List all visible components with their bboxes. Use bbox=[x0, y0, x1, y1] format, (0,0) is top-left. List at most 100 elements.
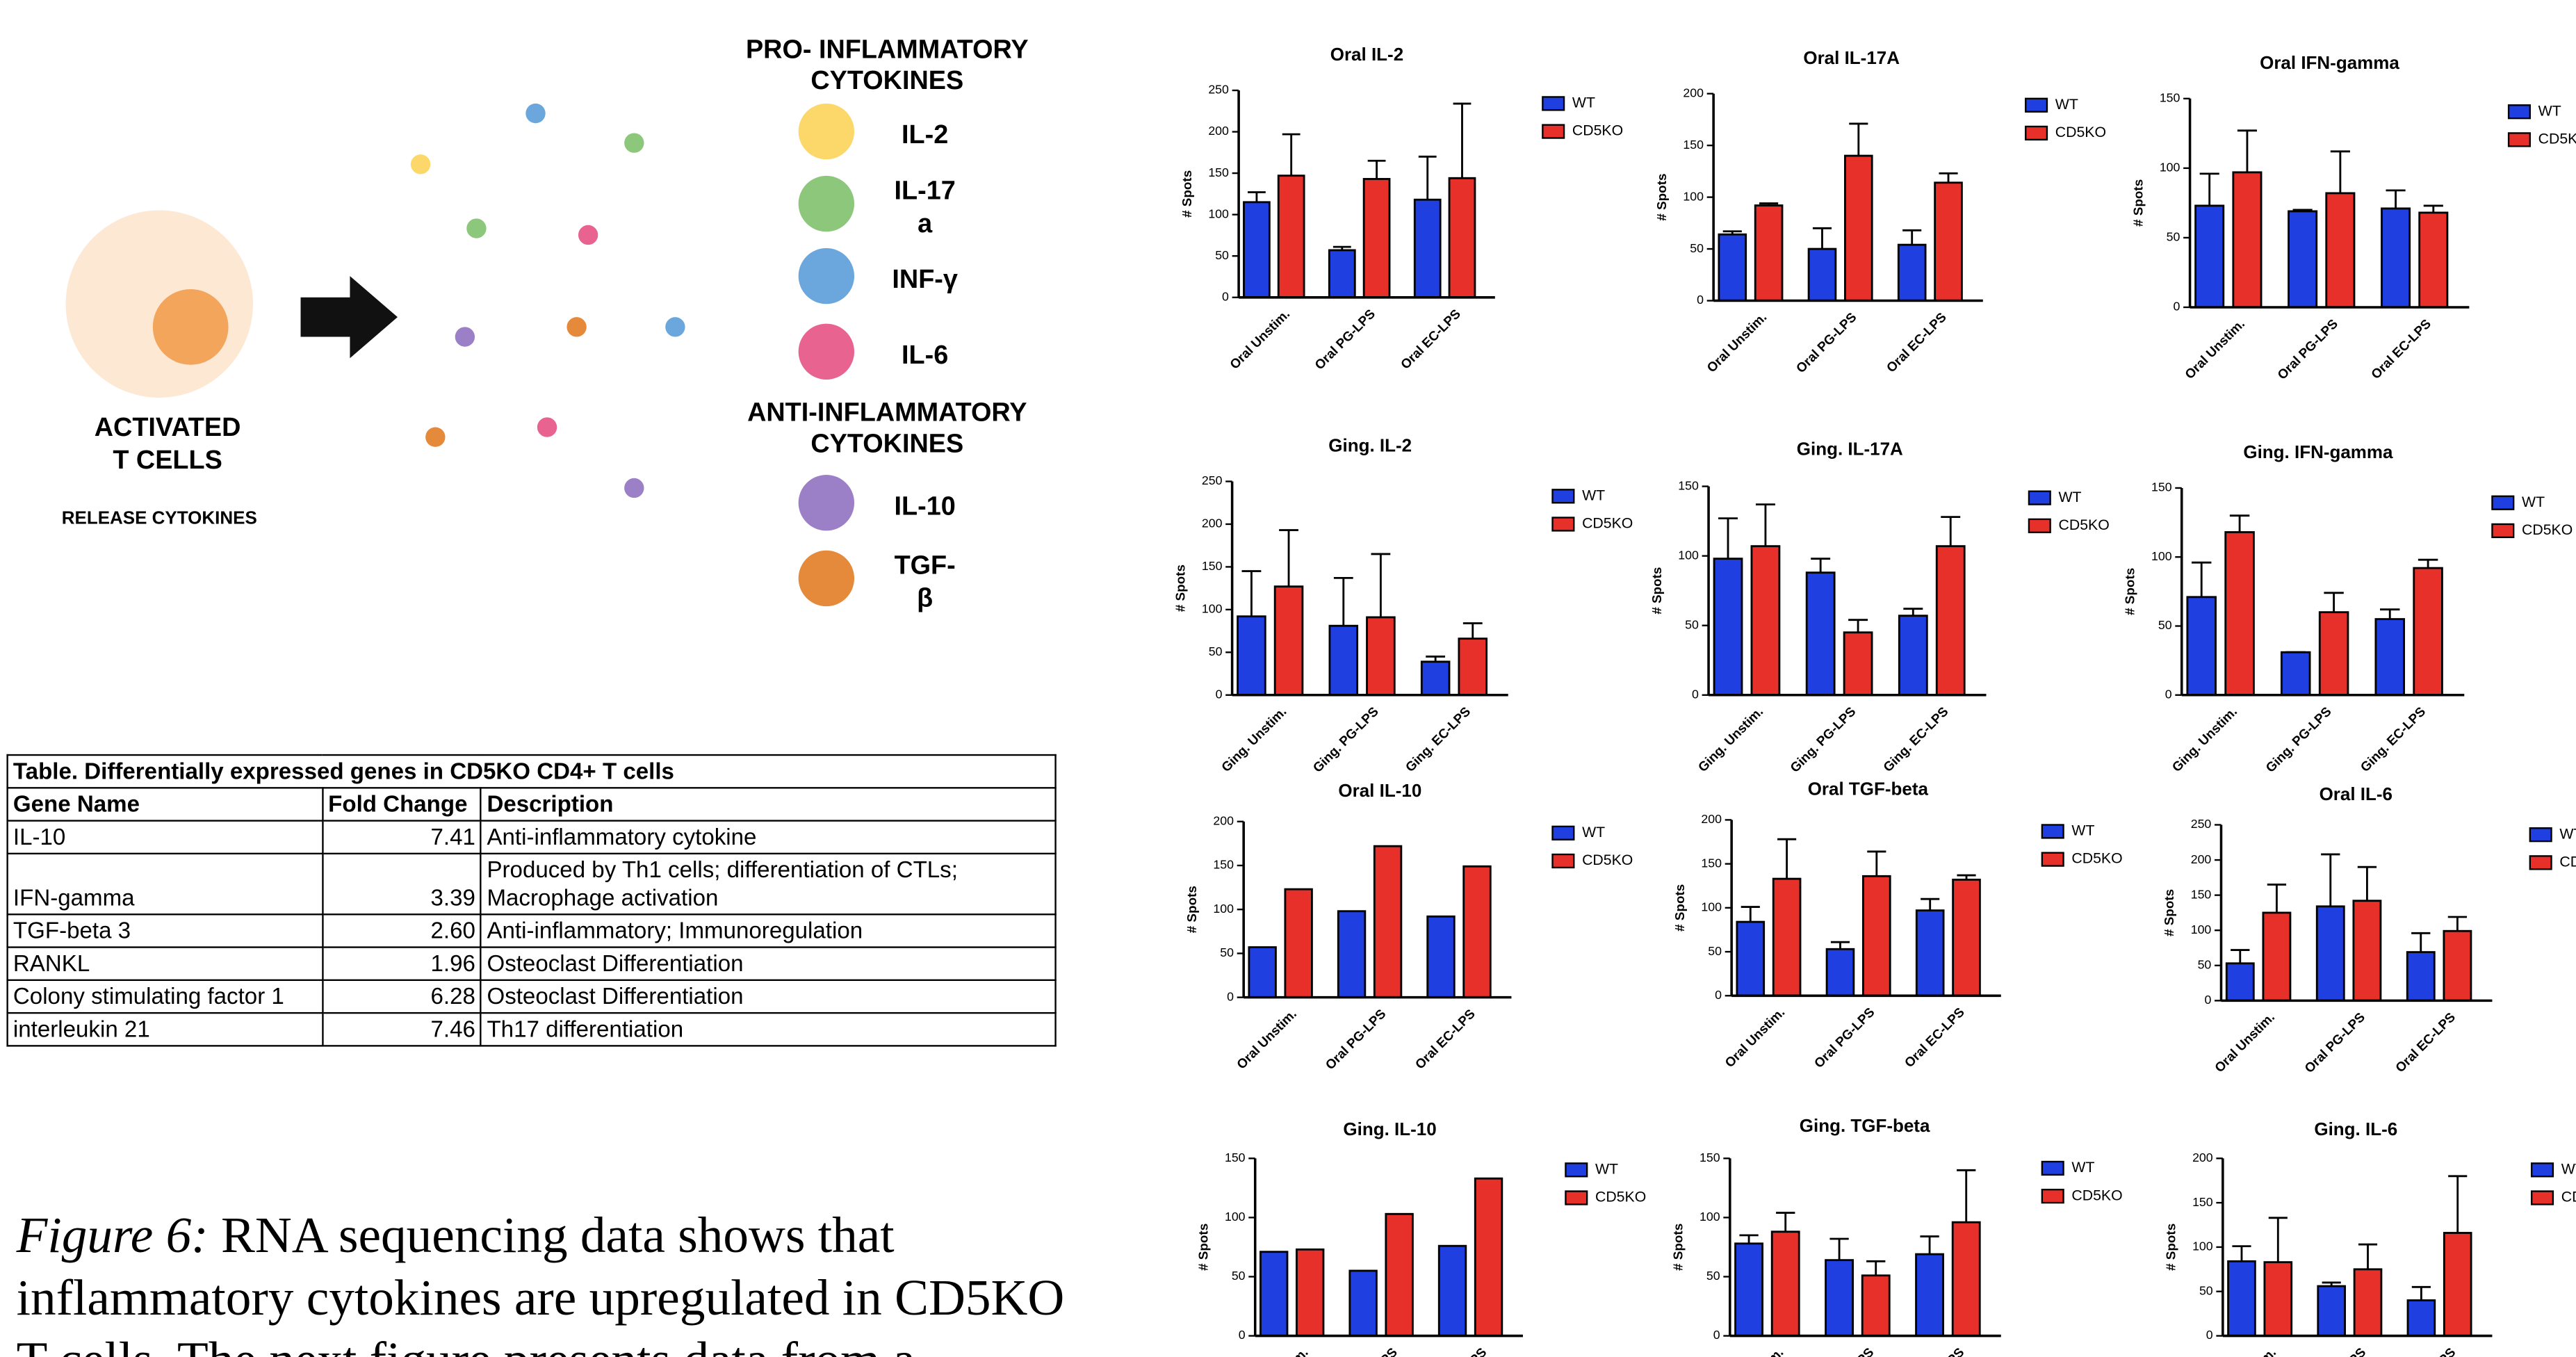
table-cell: Colony stimulating factor 1 bbox=[8, 980, 323, 1013]
bar bbox=[2263, 913, 2290, 1000]
bar bbox=[1807, 573, 1834, 695]
y-tick-label: 150 bbox=[2191, 887, 2212, 901]
table-row: IFN-gamma3.39Produced by Th1 cells; diff… bbox=[8, 854, 1056, 914]
legend-swatch bbox=[2029, 491, 2051, 505]
bar bbox=[1916, 911, 1943, 996]
bar bbox=[2320, 612, 2348, 695]
y-tick-label: 50 bbox=[2198, 957, 2212, 971]
caption: Figure 6: RNA sequencing data shows that… bbox=[17, 1204, 1101, 1357]
y-tick-label: 100 bbox=[1213, 902, 1234, 916]
x-tick-label: Ging. Unstim. bbox=[1219, 704, 1290, 775]
bar bbox=[2318, 1286, 2345, 1335]
x-tick-label: Oral Unstim. bbox=[1704, 310, 1770, 375]
y-tick-label: 100 bbox=[1701, 900, 1722, 914]
y-axis-label: # Spots bbox=[2162, 889, 2177, 936]
table-cell: 7.41 bbox=[323, 821, 481, 854]
y-tick-label: 50 bbox=[1209, 644, 1223, 658]
legend-label: CD5KO bbox=[1595, 1189, 1646, 1205]
legend-swatch bbox=[1565, 1163, 1587, 1176]
y-tick-label: 0 bbox=[1713, 1328, 1720, 1342]
legend-label: WT bbox=[1572, 95, 1595, 111]
table-cell: Anti-inflammatory; Immunoregulation bbox=[481, 914, 1055, 947]
legend-label: CD5KO bbox=[1582, 515, 1633, 532]
table-row: RANKL1.96Osteoclast Differentiation bbox=[8, 948, 1056, 980]
legend-label: WT bbox=[2055, 96, 2078, 113]
cytokine-label: a bbox=[918, 209, 933, 238]
legend-label: CD5KO bbox=[2055, 124, 2106, 140]
legend-label: CD5KO bbox=[1572, 122, 1623, 139]
legend-label: CD5KO bbox=[2058, 517, 2109, 533]
bar bbox=[1296, 1249, 1323, 1335]
chart-title: Oral IFN-gamma bbox=[2260, 52, 2399, 73]
y-tick-label: 100 bbox=[1699, 1210, 1720, 1224]
x-tick-label: Ging. EC-LPS bbox=[1419, 1345, 1490, 1357]
cytokine-swatch bbox=[799, 475, 854, 530]
y-tick-label: 100 bbox=[2160, 161, 2180, 174]
legend-swatch bbox=[2025, 127, 2047, 140]
legend-label: CD5KO bbox=[2561, 1189, 2576, 1205]
legend-swatch bbox=[2532, 1192, 2553, 1205]
y-tick-label: 0 bbox=[1216, 687, 1223, 701]
legend-label: CD5KO bbox=[2071, 1187, 2122, 1203]
legend-label: WT bbox=[2058, 489, 2081, 505]
bar bbox=[1428, 916, 1455, 997]
y-axis-label: # Spots bbox=[1650, 567, 1665, 615]
x-tick-label: Oral EC-LPS bbox=[1399, 307, 1464, 372]
bar bbox=[2408, 1300, 2435, 1335]
table-cell: Produced by Th1 cells; differentiation o… bbox=[481, 854, 1055, 914]
gene-table: Table. Differentially expressed genes in… bbox=[6, 754, 1056, 1047]
bar bbox=[2187, 597, 2216, 695]
y-tick-label: 150 bbox=[2192, 1195, 2213, 1209]
table-header: Description bbox=[481, 788, 1055, 820]
x-tick-label: Oral Unstim. bbox=[1234, 1007, 1300, 1072]
chart-title: Ging. IL-10 bbox=[1343, 1119, 1436, 1139]
y-tick-label: 200 bbox=[1208, 124, 1229, 138]
bar bbox=[1374, 846, 1401, 997]
x-tick-label: Ging. PG-LPS bbox=[1806, 1345, 1877, 1357]
y-tick-label: 200 bbox=[2192, 1151, 2213, 1164]
x-tick-label: Ging. Unstim. bbox=[2208, 1345, 2279, 1357]
cytokine-label: IL-10 bbox=[895, 491, 956, 521]
table-cell: Anti-inflammatory cytokine bbox=[481, 821, 1055, 854]
table-header-row: Gene NameFold ChangeDescription bbox=[8, 788, 1056, 820]
x-tick-label: Ging. Unstim. bbox=[1695, 704, 1766, 775]
y-tick-label: 50 bbox=[2167, 230, 2180, 244]
cell-label: ACTIVATED bbox=[95, 413, 241, 442]
table-row: interleukin 217.46Th17 differentiation bbox=[8, 1013, 1056, 1046]
cell-label: T CELLS bbox=[113, 446, 222, 475]
cytokine-dot bbox=[578, 225, 598, 245]
cytokine-swatch bbox=[799, 324, 854, 380]
legend-swatch bbox=[1565, 1192, 1587, 1205]
x-tick-label: Oral PG-LPS bbox=[1323, 1007, 1389, 1073]
y-tick-label: 50 bbox=[1690, 241, 1704, 255]
bar bbox=[1285, 889, 1312, 998]
bar bbox=[1953, 1222, 1980, 1335]
legend-swatch bbox=[1553, 827, 1574, 840]
legend-swatch bbox=[2042, 853, 2064, 866]
cytokine-dot bbox=[624, 478, 644, 498]
y-tick-label: 250 bbox=[1202, 473, 1223, 487]
y-tick-label: 0 bbox=[1222, 289, 1229, 303]
cytokine-dot bbox=[624, 133, 644, 152]
cytokine-swatch bbox=[799, 248, 854, 304]
bar bbox=[1898, 245, 1925, 300]
bar bbox=[1772, 1232, 1799, 1336]
x-tick-label: Oral PG-LPS bbox=[1793, 310, 1859, 376]
x-tick-label: Ging. Unstim. bbox=[2169, 704, 2240, 775]
y-tick-label: 0 bbox=[2204, 993, 2211, 1007]
y-tick-label: 150 bbox=[1202, 559, 1223, 573]
table-cell: interleukin 21 bbox=[8, 1013, 323, 1046]
chart-title: Ging. IL-17A bbox=[1797, 438, 1903, 459]
y-tick-label: 150 bbox=[1683, 138, 1704, 152]
y-tick-label: 0 bbox=[1227, 989, 1234, 1003]
y-axis-label: # Spots bbox=[1180, 170, 1195, 218]
x-tick-label: Oral Unstim. bbox=[2212, 1010, 2278, 1075]
y-tick-label: 100 bbox=[1678, 548, 1699, 562]
table-cell: 1.96 bbox=[323, 948, 481, 980]
bar bbox=[1329, 250, 1355, 298]
bar bbox=[1278, 176, 1304, 298]
x-tick-label: Ging. EC-LPS bbox=[1403, 704, 1474, 775]
bar bbox=[1736, 1244, 1763, 1336]
bar bbox=[2444, 931, 2471, 1000]
bar bbox=[1809, 249, 1836, 300]
